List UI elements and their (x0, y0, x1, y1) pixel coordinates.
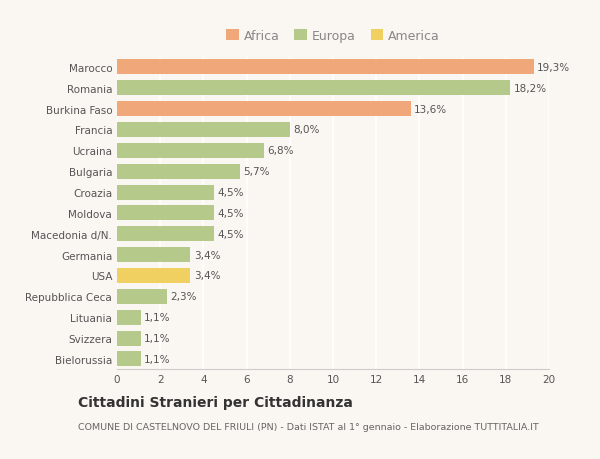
Bar (117, 227, 214, 242)
Bar (117, 352, 141, 367)
Bar (117, 310, 141, 325)
Text: 8,0%: 8,0% (293, 125, 319, 135)
Bar (117, 60, 534, 75)
Text: Cittadini Stranieri per Cittadinanza: Cittadini Stranieri per Cittadinanza (78, 395, 353, 409)
Legend: Africa, Europa, America: Africa, Europa, America (221, 25, 445, 48)
Text: 19,3%: 19,3% (537, 63, 570, 73)
Bar (117, 185, 214, 200)
Text: 4,5%: 4,5% (217, 208, 244, 218)
Text: 4,5%: 4,5% (217, 188, 244, 198)
Bar (117, 164, 240, 179)
Bar (117, 269, 190, 283)
Bar (117, 247, 190, 263)
Text: 6,8%: 6,8% (267, 146, 293, 156)
Text: 1,1%: 1,1% (144, 313, 170, 323)
Text: COMUNE DI CASTELNOVO DEL FRIULI (PN) - Dati ISTAT al 1° gennaio - Elaborazione T: COMUNE DI CASTELNOVO DEL FRIULI (PN) - D… (78, 422, 539, 431)
Text: 3,4%: 3,4% (194, 250, 220, 260)
Bar (117, 123, 290, 138)
Text: 1,1%: 1,1% (144, 354, 170, 364)
Bar (117, 144, 264, 158)
Text: 2,3%: 2,3% (170, 291, 196, 302)
Bar (117, 331, 141, 346)
Text: 18,2%: 18,2% (514, 84, 547, 94)
Text: 13,6%: 13,6% (414, 104, 447, 114)
Bar (117, 102, 411, 117)
Bar (117, 81, 510, 96)
Bar (117, 206, 214, 221)
Text: 3,4%: 3,4% (194, 271, 220, 281)
Text: 4,5%: 4,5% (217, 229, 244, 239)
Text: 5,7%: 5,7% (244, 167, 270, 177)
Text: 1,1%: 1,1% (144, 333, 170, 343)
Bar (117, 289, 167, 304)
